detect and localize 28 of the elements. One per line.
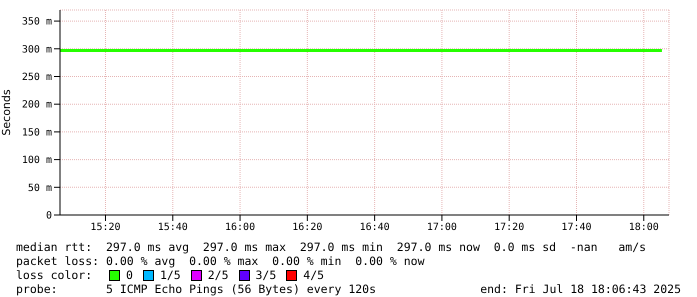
legend-label: 0 xyxy=(125,268,133,282)
y-tick-label: 300 m xyxy=(22,44,52,56)
text: median rtt: 297.0 ms avg 297.0 ms max 297.0 ms min 297.0 ms now 0.0 ms sd -nan am/s xyxy=(16,240,648,254)
text: packet loss: 0.00 % avg 0.00 % max 0.00 % min 0.00 % now xyxy=(16,254,426,268)
y-tick-label: 350 m xyxy=(22,16,52,28)
legend-label: 2/5 xyxy=(206,268,228,282)
y-tick-label: 250 m xyxy=(22,72,52,84)
x-tick-label: 16:40 xyxy=(360,222,390,234)
y-tick-label: 150 m xyxy=(22,127,52,138)
legend-title: loss color: xyxy=(16,268,94,282)
x-tick-label: 16:00 xyxy=(225,222,256,234)
x-tick-label: 18:00 xyxy=(628,222,659,234)
y-tick-label: 50 m xyxy=(28,182,52,194)
x-tick-label: 16:20 xyxy=(292,222,322,234)
y-tick-label: 200 m xyxy=(22,100,52,111)
text: probe: 5 ICMP Echo Pings (56 Bytes) every 120s xyxy=(16,282,376,296)
x-tick-label: 17:40 xyxy=(561,222,592,234)
legend-label: 4/5 xyxy=(302,268,324,282)
x-tick-label: 15:40 xyxy=(158,222,188,234)
y-tick-label: 0 xyxy=(46,210,52,222)
x-tick-label: 15:20 xyxy=(90,222,121,234)
y-axis-title: Seconds xyxy=(0,89,13,136)
y-tick-label: 100 m xyxy=(22,155,52,166)
x-tick-label: 17:00 xyxy=(426,222,457,234)
legend-label: 1/5 xyxy=(158,268,181,282)
legend-label: 3/5 xyxy=(254,268,276,282)
text: end: Fri Jul 18 18:06:43 2025 xyxy=(480,282,681,296)
x-tick-label: 17:20 xyxy=(494,222,524,234)
